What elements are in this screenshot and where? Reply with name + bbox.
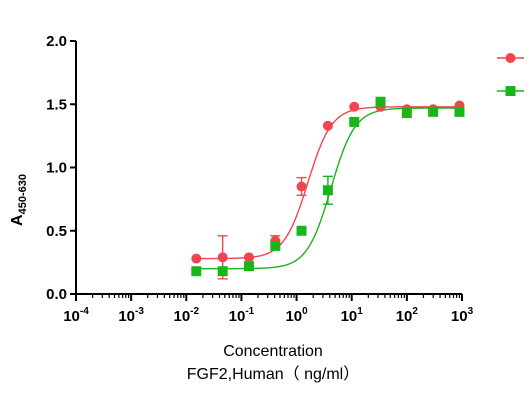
legend-marker-series-1 xyxy=(505,53,516,63)
axes: 0.0 0.5 1.0 1.5 2.0 10-4 10-3 10-2 10-1 100 101 102… xyxy=(46,33,473,325)
data-point-series-1 xyxy=(217,252,228,263)
data-point-series-2 xyxy=(401,108,412,119)
y-axis-title-sub: 450-630 xyxy=(17,174,29,214)
x-tick-label: 100 xyxy=(285,306,308,325)
legend xyxy=(497,53,524,96)
x-axis-subtitle: FGF2,Human（ ng/ml） xyxy=(187,365,360,383)
data-point-series-2 xyxy=(454,106,465,117)
data-marks xyxy=(191,96,465,280)
y-tick-label: 0.5 xyxy=(46,223,67,240)
y-tick-label: 1.5 xyxy=(46,96,67,113)
x-tick-label: 10-3 xyxy=(118,306,144,325)
legend-marker-series-2 xyxy=(505,86,516,96)
data-point-series-2 xyxy=(375,96,386,107)
x-axis-title: Concentration xyxy=(223,343,323,360)
data-point-series-1 xyxy=(243,252,254,263)
x-tick-label: 10-1 xyxy=(229,306,255,325)
y-tick-label: 2.0 xyxy=(46,33,67,50)
x-tick-label: 103 xyxy=(451,306,474,325)
y-tick-label: 1.0 xyxy=(46,160,67,177)
data-point-series-2 xyxy=(270,240,281,251)
data-point-series-2 xyxy=(191,266,202,277)
x-tick-label: 102 xyxy=(396,306,419,325)
data-point-series-1 xyxy=(191,253,202,264)
data-point-series-2 xyxy=(349,116,360,127)
x-tick-label: 10-2 xyxy=(173,306,199,325)
x-tick-label: 101 xyxy=(341,306,364,325)
data-point-series-2 xyxy=(296,225,307,236)
x-tick-label: 10-4 xyxy=(63,306,89,325)
y-axis-title: A450-630 xyxy=(9,174,29,226)
y-axis-title-main: A xyxy=(9,214,26,226)
data-point-series-1 xyxy=(296,181,307,192)
data-point-series-2 xyxy=(243,261,254,272)
data-point-series-2 xyxy=(428,106,439,117)
data-point-series-1 xyxy=(322,120,333,131)
data-point-series-2 xyxy=(322,185,333,196)
y-tick-label: 0.0 xyxy=(46,286,67,303)
data-point-series-2 xyxy=(217,266,228,277)
data-point-series-1 xyxy=(349,101,360,112)
